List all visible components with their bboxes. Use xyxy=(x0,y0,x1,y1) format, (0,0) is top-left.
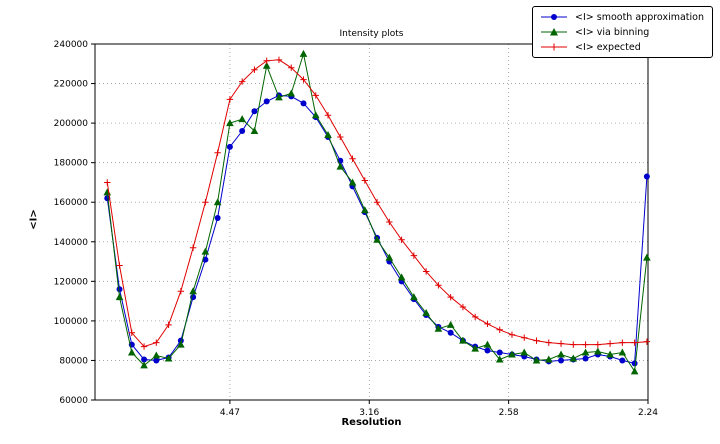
legend-item-smooth-approximation: <I> smooth approximation xyxy=(539,11,704,23)
legend: <I> smooth approximation <I> via binning… xyxy=(532,6,713,58)
series-1 xyxy=(103,49,651,375)
series-2 xyxy=(104,56,651,350)
y-tick-label: 160000 xyxy=(54,198,89,208)
y-tick-label: 220000 xyxy=(54,80,89,90)
y-tick-label: 200000 xyxy=(54,119,89,129)
plot-frame xyxy=(94,43,649,401)
axis-ticks xyxy=(91,43,649,404)
legend-line-circle-icon xyxy=(541,14,568,20)
y-axis-label: <I> xyxy=(28,209,40,230)
legend-item-via-binning: <I> via binning xyxy=(539,26,704,38)
tick-labels: 60000 80000 100000 120000 140000 160000 180000… xyxy=(54,40,659,418)
series-markers xyxy=(104,92,650,367)
series-0 xyxy=(104,92,650,367)
legend-line-plus-icon xyxy=(541,43,568,51)
legend-label-expected: <I> expected xyxy=(575,41,641,53)
x-axis-label: Resolution xyxy=(341,417,402,428)
series-line xyxy=(106,94,648,365)
legend-item-expected: <I> expected xyxy=(539,41,704,53)
y-tick-label: 140000 xyxy=(54,238,89,248)
chart-title: Intensity plots xyxy=(339,29,404,39)
y-tick-label: 80000 xyxy=(59,356,88,366)
y-tick-label: 120000 xyxy=(54,277,89,287)
y-tick-label: 60000 xyxy=(59,396,88,406)
y-tick-label: 100000 xyxy=(54,317,89,327)
legend-label-via-binning: <I> via binning xyxy=(575,26,650,38)
series-markers xyxy=(103,49,651,375)
legend-line-triangle-icon xyxy=(541,28,568,36)
series-line xyxy=(106,53,648,373)
x-tick-label: 3.16 xyxy=(359,408,379,418)
x-tick-label: 2.24 xyxy=(638,408,658,418)
series-markers xyxy=(104,56,651,350)
x-tick-label: 4.47 xyxy=(220,408,240,418)
x-tick-label: 2.58 xyxy=(499,408,519,418)
y-tick-label: 180000 xyxy=(54,159,89,169)
legend-label-smooth-approximation: <I> smooth approximation xyxy=(575,11,704,23)
y-tick-label: 240000 xyxy=(54,40,89,50)
